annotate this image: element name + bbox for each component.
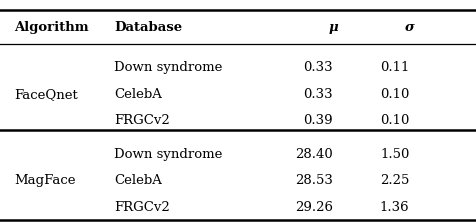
Text: CelebA: CelebA (114, 88, 162, 101)
Text: FRGCv2: FRGCv2 (114, 115, 170, 127)
Text: 1.36: 1.36 (380, 201, 409, 214)
Text: 0.11: 0.11 (380, 61, 409, 74)
Text: 0.10: 0.10 (380, 115, 409, 127)
Text: Down syndrome: Down syndrome (114, 61, 223, 74)
Text: 0.10: 0.10 (380, 88, 409, 101)
Text: 28.53: 28.53 (295, 174, 333, 187)
Text: Down syndrome: Down syndrome (114, 148, 223, 161)
Text: Algorithm: Algorithm (14, 21, 89, 34)
Text: 0.33: 0.33 (304, 61, 333, 74)
Text: Database: Database (114, 21, 182, 34)
Text: 2.25: 2.25 (380, 174, 409, 187)
Text: 0.39: 0.39 (304, 115, 333, 127)
Text: 1.50: 1.50 (380, 148, 409, 161)
Text: MagFace: MagFace (14, 174, 76, 187)
Text: 29.26: 29.26 (295, 201, 333, 214)
Text: 28.40: 28.40 (296, 148, 333, 161)
Text: σ: σ (405, 21, 414, 34)
Text: FaceQnet: FaceQnet (14, 88, 78, 101)
Text: 0.33: 0.33 (304, 88, 333, 101)
Text: μ: μ (328, 21, 338, 34)
Text: CelebA: CelebA (114, 174, 162, 187)
Text: FRGCv2: FRGCv2 (114, 201, 170, 214)
